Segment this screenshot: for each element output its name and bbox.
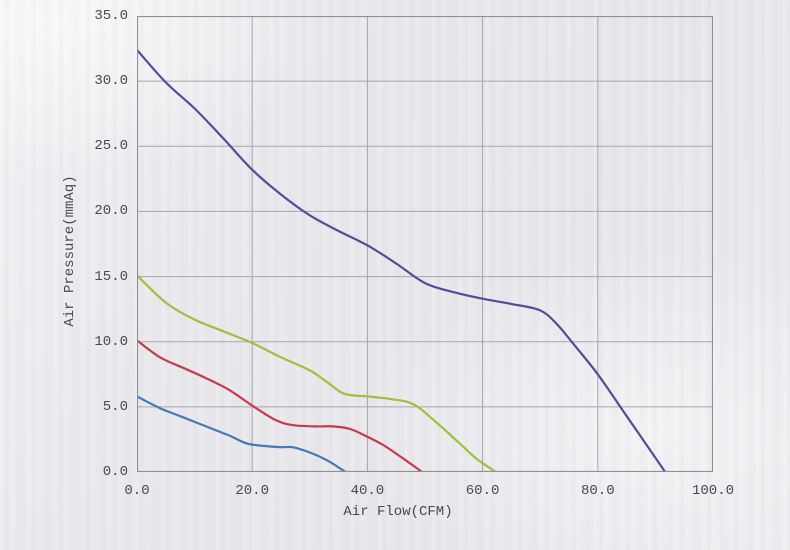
plot-border [137,16,713,472]
curve-green [137,274,497,472]
chart-canvas [137,16,713,472]
x-tick-label: 40.0 [350,483,385,499]
y-tick-label: 15.0 [94,268,128,285]
x-tick-label: 20.0 [235,483,269,499]
curve-red [137,339,424,472]
y-tick-label: 20.0 [94,203,128,220]
y-tick-label: 35.0 [94,8,128,24]
curve-purple [137,48,667,472]
x-tick-label: 80.0 [580,483,615,499]
x-tick-label: 0.0 [124,483,150,499]
x-axis-title: Air Flow(CFM) [343,504,453,520]
x-tick-label: 60.0 [465,483,500,499]
y-tick-label: 5.0 [102,398,128,415]
y-tick-label: 10.0 [94,333,128,350]
curve-blue [137,395,347,472]
plot-area [137,16,713,472]
x-tick-label: 100.0 [691,483,734,499]
y-tick-label: 25.0 [94,138,128,155]
y-axis-title: Air Pressure(mmAq) [62,175,78,327]
y-tick-label: 0.0 [102,464,128,480]
y-tick-label: 30.0 [94,73,128,90]
